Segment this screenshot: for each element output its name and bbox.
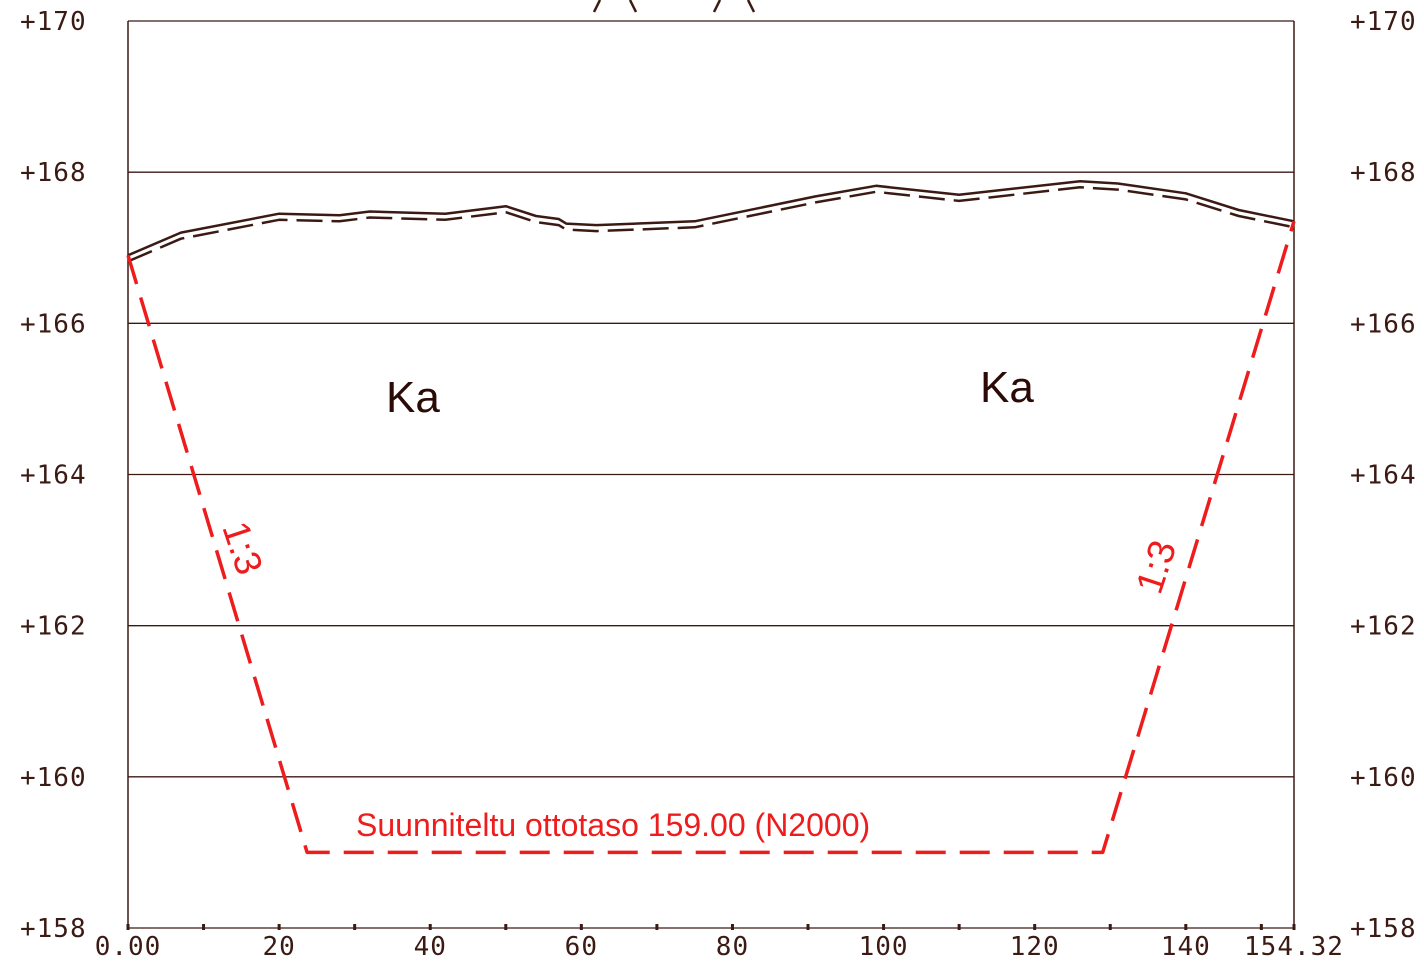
series-line-1 xyxy=(127,186,1295,263)
slope-label-right: 1:3 xyxy=(1129,535,1186,598)
x-label: 20 xyxy=(262,932,295,962)
y-label-left: +160 xyxy=(20,763,87,793)
x-label: 40 xyxy=(414,932,447,962)
y-label-right: +158 xyxy=(1350,914,1417,944)
y-label-right: +168 xyxy=(1350,158,1417,188)
x-label: 60 xyxy=(565,932,598,962)
series-line-2 xyxy=(126,220,1296,855)
profile-series xyxy=(126,179,1296,855)
design-level-label: Suunniteltu ottotaso 159.00 (N2000) xyxy=(356,807,870,843)
x-label: 80 xyxy=(716,932,749,962)
y-label-right: +162 xyxy=(1350,612,1417,642)
y-label-left: +164 xyxy=(20,461,87,491)
soil-label-left: Ka xyxy=(386,373,440,422)
grid-lines xyxy=(128,20,1294,929)
y-label-left: +162 xyxy=(20,612,87,642)
plot-frame xyxy=(127,21,1295,928)
y-label-right: +166 xyxy=(1350,309,1417,339)
y-label-right: +170 xyxy=(1350,7,1417,37)
x-axis-ticks xyxy=(126,924,1296,930)
x-label: 0.00 xyxy=(95,932,162,962)
top-marker-icon xyxy=(592,0,756,13)
x-axis-labels: 0.00 20 40 60 80 100 120 140 154.32 xyxy=(95,932,1344,962)
y-label-left: +166 xyxy=(20,309,87,339)
y-label-right: +160 xyxy=(1350,763,1417,793)
x-label: 120 xyxy=(1010,932,1060,962)
y-label-right: +164 xyxy=(1350,461,1417,491)
series-line-0 xyxy=(127,179,1295,257)
x-label: 154.32 xyxy=(1244,932,1344,962)
y-axis-labels-right: +158 +160 +162 +164 +166 +168 +170 xyxy=(1350,7,1417,944)
y-label-left: +170 xyxy=(20,7,87,37)
y-axis-labels-left: +158 +160 +162 +164 +166 +168 +170 xyxy=(20,7,87,944)
x-label: 140 xyxy=(1161,932,1211,962)
x-label: 100 xyxy=(859,932,909,962)
y-label-left: +168 xyxy=(20,158,87,188)
y-label-left: +158 xyxy=(20,914,87,944)
soil-label-right: Ka xyxy=(980,363,1034,412)
